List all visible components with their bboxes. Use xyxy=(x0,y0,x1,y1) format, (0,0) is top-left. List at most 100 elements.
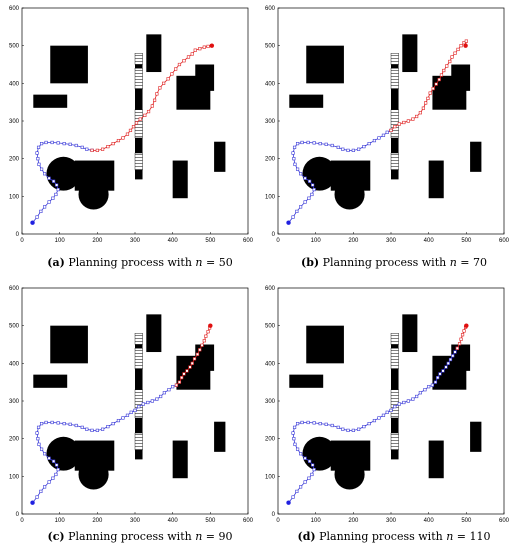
path-point xyxy=(424,101,428,105)
path-point xyxy=(351,428,355,432)
path-point xyxy=(202,45,206,49)
x-tick-label: 400 xyxy=(168,238,179,244)
path-point xyxy=(190,52,194,56)
path-point xyxy=(35,431,39,435)
obstacle-circle xyxy=(46,156,81,191)
path-point xyxy=(95,428,99,432)
x-tick-label: 200 xyxy=(92,238,103,244)
obstacle-circle xyxy=(302,156,337,191)
path-point xyxy=(162,81,166,85)
path-point xyxy=(397,122,401,126)
caption-b-text: Planning process with xyxy=(322,256,447,269)
path-point xyxy=(446,361,450,365)
x-tick-label: 0 xyxy=(276,238,280,244)
path-point xyxy=(303,176,307,180)
path-point xyxy=(204,334,208,338)
x-tick-label: 100 xyxy=(55,518,66,524)
path-point xyxy=(137,405,141,409)
path-point xyxy=(39,167,44,171)
path-point xyxy=(427,385,431,389)
path-point xyxy=(308,459,312,463)
path-point xyxy=(295,489,299,494)
path-point xyxy=(177,62,182,67)
path-point xyxy=(464,39,468,43)
obstacle-circle xyxy=(316,65,330,79)
path-point xyxy=(357,427,361,431)
obstacle-striped xyxy=(390,432,399,451)
caption-b-n-symbol: n xyxy=(449,256,457,269)
obstacle-striped xyxy=(134,333,143,345)
path-point xyxy=(155,92,159,96)
obstacle-rect xyxy=(172,160,188,199)
caption-c-n-symbol: n xyxy=(195,530,203,543)
obstacle-rect xyxy=(451,344,471,371)
path-line-series-1 xyxy=(176,325,211,386)
path-point xyxy=(166,77,170,81)
path-point xyxy=(295,209,299,214)
path-point xyxy=(397,402,401,406)
caption-a-text: Planning process with xyxy=(68,256,192,269)
obstacle-striped xyxy=(134,348,143,370)
caption-d-label: (d) xyxy=(297,530,316,543)
path-point xyxy=(402,400,406,405)
path-point xyxy=(42,452,47,456)
path-point xyxy=(434,82,438,86)
x-tick-label: 300 xyxy=(130,238,141,244)
path-point xyxy=(182,372,186,376)
path-point xyxy=(55,183,59,187)
path-point xyxy=(85,147,89,151)
path-point xyxy=(195,352,200,356)
path-point xyxy=(439,73,444,77)
path-point xyxy=(167,388,171,392)
path-point xyxy=(159,394,163,399)
path-point xyxy=(341,147,345,151)
path-point xyxy=(402,120,406,125)
obstacle-striped xyxy=(134,389,143,419)
path-point xyxy=(303,480,307,484)
path-point xyxy=(462,329,466,333)
path-point xyxy=(460,333,465,337)
obstacle-circle xyxy=(78,459,109,490)
x-tick-label: 300 xyxy=(386,238,397,244)
x-tick-label: 200 xyxy=(92,518,103,524)
obstacle-striped xyxy=(390,152,399,171)
path-point xyxy=(393,125,397,129)
caption-d-text: Planning process with xyxy=(319,530,443,543)
path-point xyxy=(111,422,115,426)
path-point xyxy=(42,485,47,489)
path-point xyxy=(346,428,350,432)
obstacle-rect xyxy=(214,421,226,452)
path-point xyxy=(381,413,386,417)
path-point xyxy=(450,55,454,59)
path-point xyxy=(152,98,157,102)
obstacle-circle xyxy=(316,345,330,359)
path-point xyxy=(444,365,448,369)
caption-a-n-value: = 50 xyxy=(206,256,233,269)
plot-a: 0 100 200 300 400 500 600 0 100 200 300 400 500 600 xyxy=(9,6,254,244)
path-point xyxy=(453,350,457,354)
x-tick-label: 600 xyxy=(243,238,254,244)
path-point xyxy=(411,397,415,401)
path-point xyxy=(372,138,377,143)
path-point xyxy=(367,422,371,426)
path-point xyxy=(39,489,43,494)
caption-c-text: Planning process with xyxy=(68,530,192,543)
path-point xyxy=(39,447,44,451)
path-point xyxy=(298,205,303,209)
obstacle-rect xyxy=(146,314,162,353)
y-tick-label: 300 xyxy=(265,399,276,405)
path-point xyxy=(85,427,89,431)
path-point xyxy=(298,452,303,456)
obstacle-circle xyxy=(334,179,365,210)
path-point xyxy=(74,143,78,148)
obstacle-rect xyxy=(214,141,226,172)
path-point xyxy=(56,421,60,425)
path-point xyxy=(415,114,419,119)
y-tick-label: 300 xyxy=(265,119,276,125)
path-point xyxy=(186,55,191,59)
path-point xyxy=(62,142,66,146)
path-point xyxy=(52,459,56,463)
path-point xyxy=(438,372,442,376)
y-tick-label: 500 xyxy=(9,324,20,330)
